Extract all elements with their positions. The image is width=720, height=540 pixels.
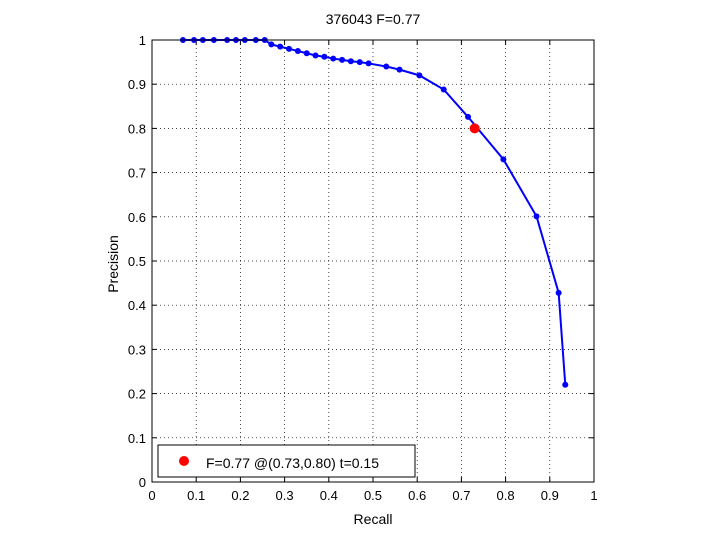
data-point (365, 60, 372, 67)
data-point (294, 48, 301, 55)
data-point (356, 59, 363, 66)
x-tick-label: 0.5 (364, 488, 382, 503)
legend-label: F=0.77 @(0.73,0.80) t=0.15 (206, 455, 379, 471)
data-point (440, 86, 447, 93)
x-tick-label: 0.4 (320, 488, 338, 503)
x-tick-label: 0.3 (276, 488, 294, 503)
series-points (179, 37, 569, 388)
legend: F=0.77 @(0.73,0.80) t=0.15 (157, 444, 416, 478)
y-axis-label: Precision (105, 235, 121, 293)
data-point (330, 55, 337, 62)
x-axis-label: Recall (354, 511, 393, 527)
axes-box (151, 39, 595, 483)
data-point (339, 56, 346, 63)
x-tick-label: 0.2 (231, 488, 249, 503)
legend-marker (179, 456, 189, 466)
x-tick-labels: 0 0.1 0.2 0.3 0.4 0.5 0.6 0.7 0.8 0.9 1 (148, 488, 597, 503)
data-point (303, 50, 310, 57)
chart-title: 376043 F=0.77 (326, 11, 421, 27)
legend-box (157, 444, 416, 478)
y-tick-label: 0.8 (128, 121, 146, 136)
data-point (321, 53, 328, 60)
data-point (416, 72, 423, 79)
grid-lines (152, 40, 594, 482)
y-tick-label: 0.2 (128, 387, 146, 402)
y-tick-label: 0.9 (128, 77, 146, 92)
y-tick-label: 0.3 (128, 342, 146, 357)
x-tick-label: 0.8 (497, 488, 515, 503)
data-point (500, 156, 507, 163)
x-tick-label: 0.7 (452, 488, 470, 503)
x-tick-label: 0 (148, 488, 155, 503)
data-point (347, 58, 354, 65)
data-point (383, 63, 390, 70)
data-point (555, 289, 562, 296)
y-tick-label: 0.5 (128, 254, 146, 269)
data-point (533, 213, 540, 220)
x-tick-label: 1 (590, 488, 597, 503)
x-tick-label: 0.9 (541, 488, 559, 503)
x-tick-label: 0.1 (187, 488, 205, 503)
y-tick-labels: 0 0.1 0.2 0.3 0.4 0.5 0.6 0.7 0.8 0.9 1 (128, 33, 146, 490)
data-point (562, 381, 569, 388)
best-f-point (469, 123, 480, 134)
y-tick-label: 1 (139, 33, 146, 48)
data-point (286, 45, 293, 52)
x-tick-label: 0.6 (408, 488, 426, 503)
data-point (396, 66, 403, 73)
data-point (277, 43, 284, 50)
y-tick-label: 0.7 (128, 166, 146, 181)
y-tick-label: 0.4 (128, 298, 146, 313)
y-tick-label: 0 (139, 475, 146, 490)
y-tick-label: 0.6 (128, 210, 146, 225)
data-point (312, 52, 319, 59)
data-point (268, 41, 275, 48)
y-tick-label: 0.1 (128, 431, 146, 446)
data-point (465, 113, 472, 120)
